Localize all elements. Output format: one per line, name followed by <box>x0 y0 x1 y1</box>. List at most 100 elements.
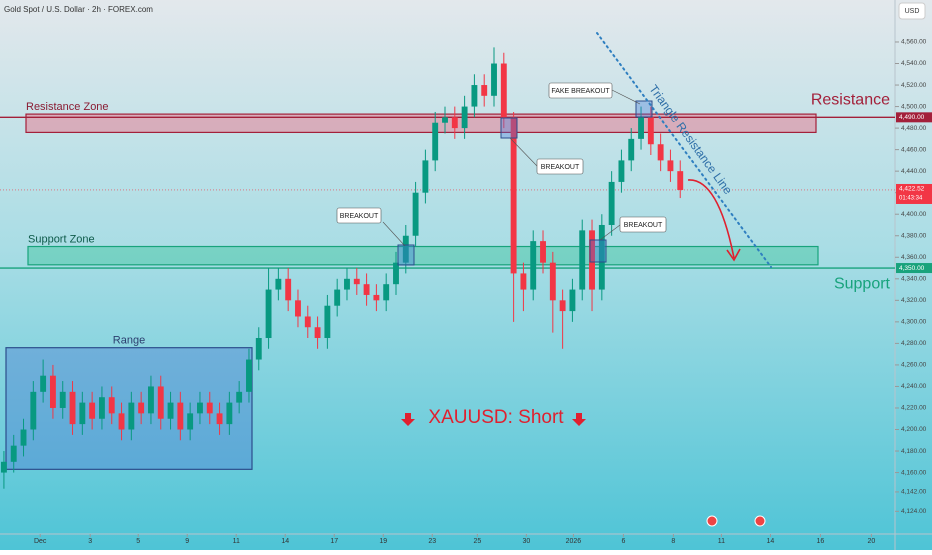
last-price-tag <box>896 183 932 204</box>
breakout-box <box>397 244 415 266</box>
y-tick-label: 4,142.00 <box>901 489 927 496</box>
pointer <box>509 137 538 167</box>
candle-body <box>638 117 644 139</box>
event-icon <box>754 515 766 527</box>
candle-body <box>451 117 458 129</box>
level-price-tag <box>896 263 932 274</box>
y-tick-label: 4,520.00 <box>901 82 927 89</box>
annotation-box <box>619 216 667 233</box>
candle-body <box>647 117 654 145</box>
event-icon <box>706 515 718 527</box>
annotation-box <box>536 158 584 175</box>
candle-body <box>177 402 184 430</box>
candle-body <box>285 278 292 301</box>
y-tick-label: 4,400.00 <box>901 211 927 218</box>
x-tick-label: 19 <box>379 538 387 545</box>
candle-body <box>324 305 331 339</box>
support-zone-label: Support Zone <box>28 233 95 245</box>
annotation-box <box>548 82 613 99</box>
annotation-box <box>336 207 382 224</box>
x-tick-label: 9 <box>185 538 189 545</box>
currency[interactable]: USD <box>905 8 920 15</box>
candle-body <box>30 391 37 430</box>
candle-body <box>432 122 439 161</box>
candle-body <box>510 117 517 274</box>
candle-body <box>363 284 370 295</box>
candle-body <box>265 289 272 339</box>
x-tick-label: 11 <box>233 538 240 545</box>
candle-body <box>569 289 576 312</box>
level-price-label: 4,490.00 <box>899 114 925 121</box>
x-tick-label: 14 <box>767 538 775 545</box>
candle-body <box>618 160 625 182</box>
y-tick-label: 4,220.00 <box>901 405 927 412</box>
candle-body <box>236 391 243 403</box>
candle-body <box>353 278 360 285</box>
pointer <box>611 89 641 105</box>
candle-body <box>402 235 409 263</box>
level-price-label: 4,350.00 <box>899 265 925 272</box>
y-tick-label: 4,440.00 <box>901 168 927 175</box>
annotation: BREAKOUT <box>624 222 663 229</box>
x-tick-label: 16 <box>817 538 825 545</box>
annotation: BREAKOUT <box>340 213 379 220</box>
range-box-label: Range <box>113 335 145 347</box>
candle-body <box>598 224 605 290</box>
candle-body <box>167 402 174 419</box>
candle-body <box>89 402 96 419</box>
candle-body <box>344 278 350 290</box>
x-tick-label: 6 <box>621 538 625 545</box>
countdown: 01:43:34 <box>899 196 923 202</box>
pointer <box>599 224 621 241</box>
y-tick-label: 4,560.00 <box>901 39 927 46</box>
y-tick-label: 4,280.00 <box>901 340 927 347</box>
candle-body <box>255 338 262 360</box>
x-tick-label: 8 <box>671 538 675 545</box>
candle-body <box>69 391 76 425</box>
y-tick-label: 4,480.00 <box>901 125 927 132</box>
candle-body <box>520 273 527 290</box>
candle-body <box>295 300 301 317</box>
candle-body <box>383 284 390 301</box>
candle-body <box>491 63 497 96</box>
y-tick-label: 4,540.00 <box>901 60 927 67</box>
candle-body <box>442 117 448 123</box>
currency-box[interactable] <box>898 2 926 20</box>
y-tick-label: 4,240.00 <box>901 383 927 390</box>
y-tick-label: 4,260.00 <box>901 362 927 369</box>
candle-body <box>589 230 595 290</box>
candle-body <box>275 278 282 290</box>
breakout-box <box>635 100 653 118</box>
candle-body <box>226 402 233 425</box>
candle-body <box>579 230 586 290</box>
candle-body <box>148 386 154 414</box>
candle-body <box>206 402 213 414</box>
annotation: BREAKOUT <box>541 164 580 171</box>
x-tick-label: 17 <box>330 538 338 545</box>
resistance-zone <box>25 113 817 134</box>
signal: XAUUSD: Short <box>428 407 564 428</box>
level-label: Support <box>834 275 891 292</box>
breakout-box <box>589 239 607 263</box>
candle-body <box>334 289 341 306</box>
y-tick-label: 4,200.00 <box>901 426 927 433</box>
x-tick-label: Dec <box>34 538 47 545</box>
down-icon <box>572 413 586 426</box>
candle-body <box>304 316 311 328</box>
candle-body <box>608 181 615 225</box>
projection-arrow <box>687 179 735 259</box>
candle-body <box>412 192 419 236</box>
pointer <box>382 221 406 247</box>
candle-body <box>667 160 674 172</box>
candle-body <box>540 241 546 263</box>
candle-body <box>393 262 399 285</box>
candle-body <box>559 300 566 312</box>
candle-body <box>79 402 86 425</box>
x-tick-label: 2026 <box>566 538 582 545</box>
candle-body <box>10 445 17 462</box>
candle-body <box>59 391 66 408</box>
y-tick-label: 4,380.00 <box>901 232 927 239</box>
x-tick-label: 5 <box>136 538 140 545</box>
